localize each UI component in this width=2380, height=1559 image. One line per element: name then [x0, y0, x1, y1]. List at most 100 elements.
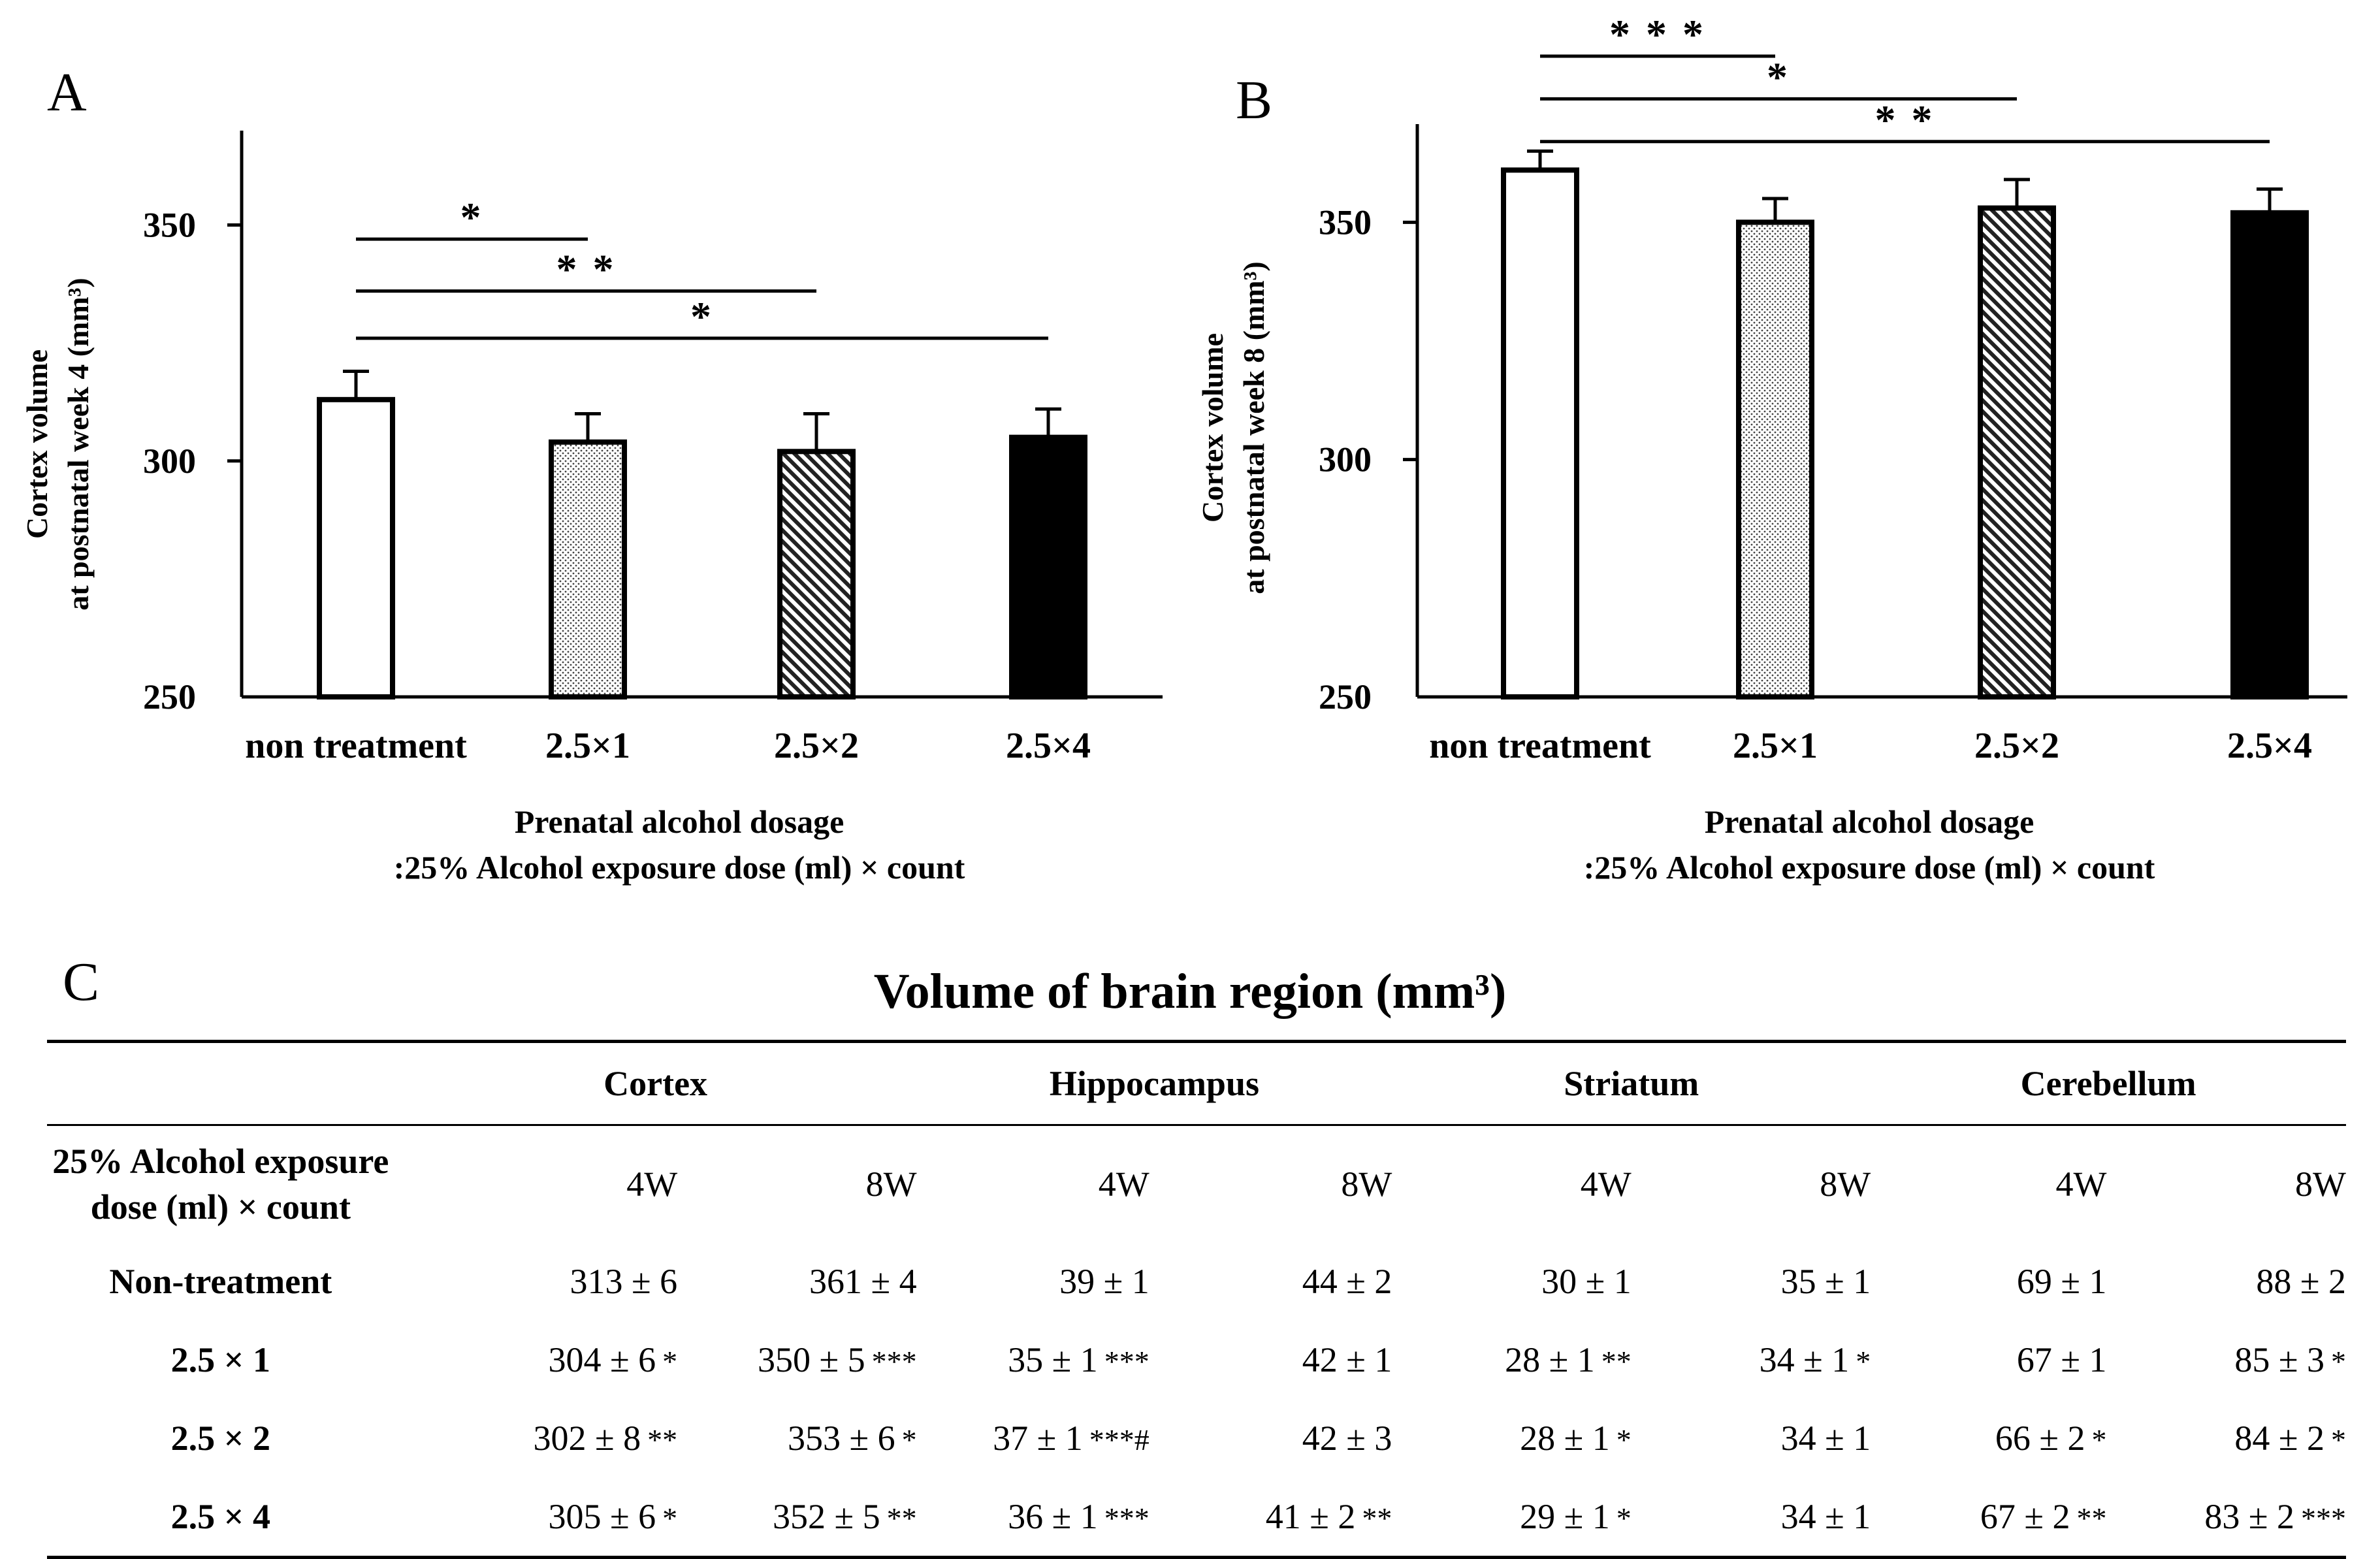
table-cell: 41 ± 2 ** [1149, 1477, 1392, 1559]
y-tick-label: 350 [1319, 202, 1372, 242]
cell-value: 350 ± 5 [757, 1340, 865, 1379]
cell-significance: * [2091, 1423, 2107, 1456]
cell-significance: *** [871, 1345, 917, 1378]
cell-value: 302 ± 8 [533, 1419, 641, 1458]
category-label: 2.5×1 [1733, 726, 1818, 766]
cell-value: 42 ± 1 [1302, 1340, 1392, 1379]
bar [1978, 205, 2056, 699]
significance-label: * [460, 194, 484, 240]
table-cell: 67 ± 2 ** [1871, 1477, 2107, 1559]
table-cell: 66 ± 2 * [1871, 1399, 2107, 1477]
cell-value: 304 ± 6 [548, 1340, 656, 1379]
week-header: 8W [1149, 1124, 1392, 1242]
table-cell: 29 ± 1 * [1392, 1477, 1632, 1559]
chart-a: 250 300 350 Cortex volume at postnatal week … [20, 131, 1163, 886]
cell-significance: ** [647, 1423, 678, 1456]
cell-significance: * [662, 1502, 678, 1535]
volume-table: Cortex Hippocampus Striatum Cerebellum 2… [47, 1040, 2346, 1559]
table-row: Non-treatment 313 ± 6 361 ± 4 39 ± 1 44 ± 2 3… [47, 1242, 2346, 1321]
dose-header: 25% Alcohol exposure dose (ml) × count [47, 1124, 394, 1242]
bar [317, 396, 395, 699]
week-header: 4W [916, 1124, 1150, 1242]
x-axis-label-line1: Prenatal alcohol dosage [1705, 803, 2034, 840]
significance-label: * [1767, 54, 1790, 100]
table-cell: 67 ± 1 [1871, 1321, 2107, 1399]
bar [777, 449, 856, 699]
cell-value: 28 ± 1 [1505, 1340, 1595, 1379]
row-label: Non-treatment [109, 1262, 332, 1301]
cell-value: 36 ± 1 [1008, 1497, 1098, 1536]
x-axis-label-line2: :25% Alcohol exposure dose (ml) × count [1584, 849, 2155, 886]
cell-significance: * [1616, 1423, 1632, 1456]
table-cell: 350 ± 5 *** [677, 1321, 917, 1399]
cell-significance: ** [1362, 1502, 1392, 1535]
panel-label-b: B [1236, 70, 1273, 131]
cell-value: 84 ± 2 [2234, 1419, 2324, 1458]
table-cell: 44 ± 2 [1150, 1242, 1392, 1321]
table-cell: 83 ± 2 *** [2106, 1477, 2346, 1559]
y-tick-label: 250 [143, 677, 196, 716]
cell-value: 88 ± 2 [2256, 1262, 2346, 1301]
significance-label: * * [556, 246, 617, 293]
table-body: Non-treatment 313 ± 6 361 ± 4 39 ± 1 44 ± 2 3… [47, 1242, 2346, 1559]
y-axis-label-line2: at postnatal week 4 (mm³) [61, 278, 95, 611]
table-cell: 35 ± 1 *** [917, 1321, 1150, 1399]
chart-b: 250 300 350 Cortex volume at postnatal week … [1196, 11, 2347, 886]
dose-header-line1: 25% Alcohol exposure [52, 1142, 389, 1181]
category-label: 2.5×2 [1974, 726, 2059, 766]
cell-value: 353 ± 6 [787, 1419, 895, 1458]
cell-significance: * [2331, 1423, 2346, 1456]
cell-value: 313 ± 6 [570, 1262, 678, 1301]
panel-label-c: C [63, 952, 100, 1012]
cell-significance: ** [2076, 1502, 2107, 1535]
significance-label: * * * [1609, 11, 1706, 57]
region-header-hippocampus: Hippocampus [916, 1040, 1392, 1125]
cell-significance: * [662, 1345, 678, 1378]
category-label: non treatment [1429, 726, 1651, 766]
cell-value: 35 ± 1 [1780, 1262, 1871, 1301]
cell-value: 41 ± 2 [1265, 1497, 1356, 1536]
cell-value: 44 ± 2 [1302, 1262, 1392, 1301]
y-axis-label-line1: Cortex volume [20, 349, 54, 539]
bar [1501, 167, 1579, 699]
panel-label-a: A [47, 62, 87, 123]
category-label: 2.5×2 [774, 726, 859, 766]
cell-significance: * [1856, 1345, 1871, 1378]
table-cell: 85 ± 3 * [2106, 1321, 2346, 1399]
table-cell: 88 ± 2 [2106, 1242, 2346, 1321]
region-header-striatum: Striatum [1392, 1040, 1871, 1125]
cell-value: 67 ± 1 [2016, 1340, 2107, 1379]
table-cell: 361 ± 4 [677, 1242, 917, 1321]
region-header-row: Cortex Hippocampus Striatum Cerebellum [47, 1040, 2346, 1125]
cell-value: 361 ± 4 [809, 1262, 917, 1301]
significance-label: * * [1875, 97, 1935, 143]
x-axis-label-line1: Prenatal alcohol dosage [515, 803, 844, 840]
table-cell: 302 ± 8 ** [394, 1399, 678, 1477]
cell-value: 28 ± 1 [1520, 1419, 1610, 1458]
table-cell: 42 ± 1 [1150, 1321, 1392, 1399]
cell-significance: * [1616, 1502, 1632, 1535]
category-label: non treatment [245, 726, 467, 766]
table-cell: 39 ± 1 [917, 1242, 1150, 1321]
cell-significance: ** [886, 1502, 917, 1535]
table-cell: 36 ± 1 *** [916, 1477, 1150, 1559]
cell-value: 66 ± 2 [1995, 1419, 2085, 1458]
category-label: 2.5×1 [545, 726, 630, 766]
y-tick-label: 300 [143, 442, 196, 481]
cell-value: 29 ± 1 [1520, 1497, 1610, 1536]
cell-value: 39 ± 1 [1059, 1262, 1150, 1301]
cell-value: 34 ± 1 [1780, 1497, 1871, 1536]
week-header: 4W [1871, 1124, 2107, 1242]
table-cell: 34 ± 1 [1632, 1399, 1871, 1477]
bar [2230, 210, 2309, 699]
cell-value: 30 ± 1 [1541, 1262, 1632, 1301]
cell-significance: * [2331, 1345, 2346, 1378]
week-header-row: 25% Alcohol exposure dose (ml) × count 4… [47, 1124, 2346, 1242]
week-header: 8W [1631, 1124, 1871, 1242]
bar [1009, 434, 1087, 699]
bar [1736, 219, 1814, 700]
cell-value: 352 ± 5 [772, 1497, 880, 1536]
week-header: 8W [2106, 1124, 2346, 1242]
table-cell: 84 ± 2 * [2106, 1399, 2346, 1477]
table-row: 2.5 × 4 305 ± 6 * 352 ± 5 ** 36 ± 1 *** 41 ± 2 *… [47, 1477, 2346, 1559]
